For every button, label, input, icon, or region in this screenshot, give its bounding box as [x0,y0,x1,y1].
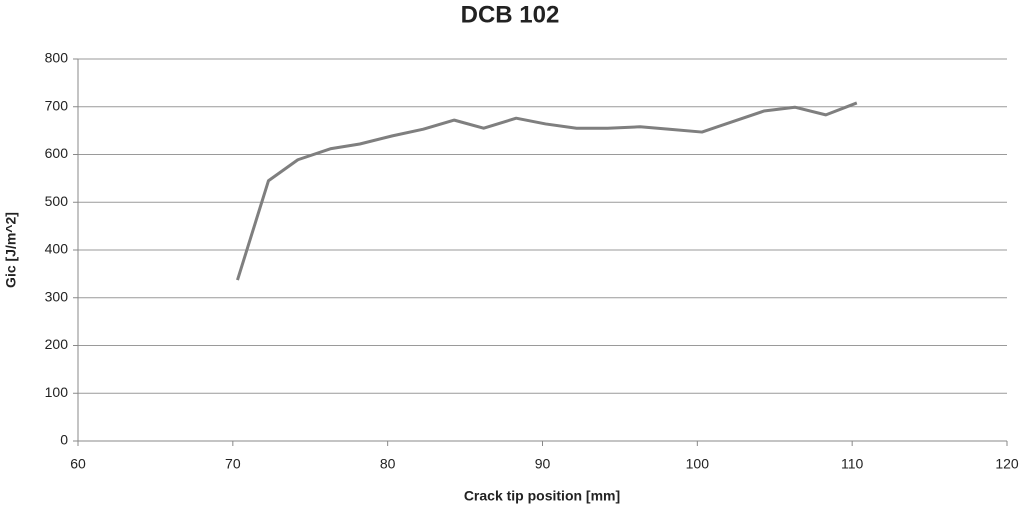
y-tick-label: 100 [45,384,69,400]
y-tick-label: 800 [45,50,69,66]
y-tick-label: 0 [60,432,68,448]
y-tick-label: 400 [45,241,69,257]
chart-title: DCB 102 [461,1,560,28]
y-axis-title: Gic [J/m^2] [3,212,19,288]
x-axis-title: Crack tip position [mm] [464,488,620,504]
line-series [236,101,858,281]
y-tick-label: 300 [45,288,69,304]
y-tick-label: 600 [45,145,69,161]
x-tick-label: 120 [995,456,1019,472]
x-tick-label: 80 [380,456,396,472]
x-tick-label: 60 [70,456,86,472]
y-tick-label: 700 [45,97,69,113]
x-tick-label: 70 [225,456,241,472]
y-tick-label: 500 [45,193,69,209]
y-tick-label: 200 [45,336,69,352]
x-tick-label: 100 [686,456,710,472]
x-tick-label: 110 [841,456,864,472]
x-tick-label: 90 [535,456,551,472]
